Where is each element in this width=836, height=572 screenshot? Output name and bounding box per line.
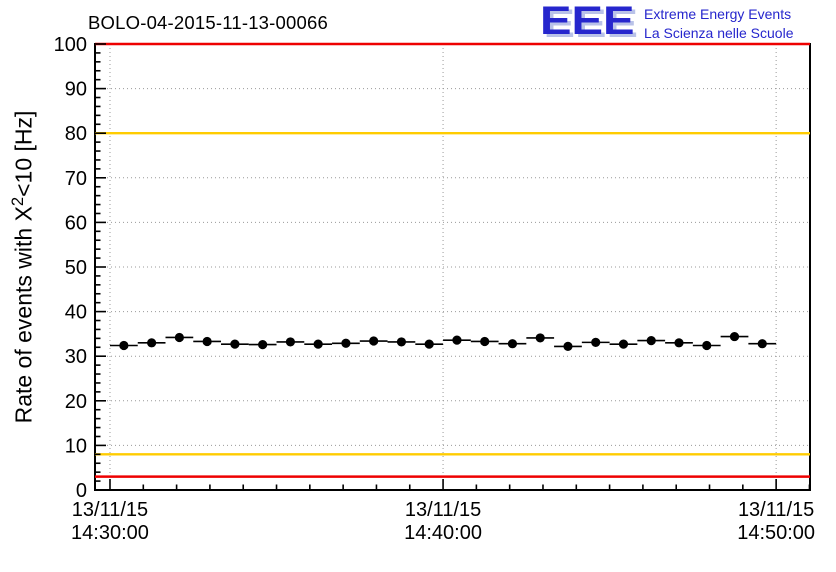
data-point [618, 339, 629, 349]
data-point [674, 338, 684, 348]
y-tick-label: 0 [76, 480, 87, 502]
eee-logo-caption: Extreme Energy Events La Scienza nelle S… [644, 5, 793, 42]
x-tick-label-time: 14:40:00 [404, 522, 482, 544]
x-tick-label-time: 14:30:00 [71, 522, 149, 544]
eee-logo: EEE Extreme Energy Events La Scienza nel… [540, 0, 793, 43]
x-tick-labels: 13/11/1514:30:0013/11/1514:40:0013/11/15… [71, 499, 815, 544]
data-point [757, 339, 767, 349]
y-tick-label: 30 [65, 346, 87, 368]
logo-line-1: Extreme Energy Events [644, 6, 792, 22]
data-point [535, 333, 545, 343]
data-point [702, 340, 712, 351]
data-point [313, 339, 323, 349]
axis-ticks [95, 43, 811, 491]
y-tick-label: 60 [65, 212, 87, 234]
data-point [174, 332, 184, 343]
data-point [729, 331, 740, 342]
y-tick-label: 20 [65, 391, 87, 413]
data-point [452, 335, 462, 345]
y-tick-label: 90 [65, 79, 87, 101]
y-tick-label: 70 [65, 168, 87, 190]
eee-logo-text: EEE [540, 0, 635, 43]
y-tick-labels: 0 10 20 30 40 50 60 70 80 90 100 [54, 34, 87, 502]
data-point [119, 340, 129, 351]
plot-frame [94, 43, 811, 491]
plot-title: BOLO-04-2015-11-13-00066 [88, 12, 328, 33]
y-tick-label: 80 [65, 123, 87, 145]
x-tick-label-date: 13/11/15 [405, 499, 481, 521]
data-point [563, 341, 573, 351]
data-point [202, 336, 212, 347]
data-point [285, 337, 296, 347]
data-point [424, 339, 434, 349]
data-point [591, 337, 601, 347]
y-tick-label: 10 [65, 435, 87, 457]
data-point [341, 338, 351, 348]
data-point [480, 336, 490, 347]
series-rate [109, 331, 777, 351]
x-tick-label-date: 13/11/15 [72, 499, 148, 521]
data-point [230, 339, 240, 349]
data-point [646, 335, 656, 346]
y-tick-label: 40 [65, 302, 87, 324]
logo-line-2: La Scienza nelle Scuole [644, 24, 794, 41]
x-tick-label-time: 14:50:00 [737, 522, 815, 544]
data-point [369, 336, 379, 346]
data-point [507, 339, 518, 349]
x-tick-label-date: 13/11/15 [738, 499, 814, 521]
gridlines [95, 43, 810, 490]
data-point [147, 338, 157, 348]
y-tick-label: 50 [65, 257, 87, 279]
y-tick-label: 100 [54, 34, 87, 56]
data-point [258, 340, 268, 350]
data-point [396, 337, 407, 347]
